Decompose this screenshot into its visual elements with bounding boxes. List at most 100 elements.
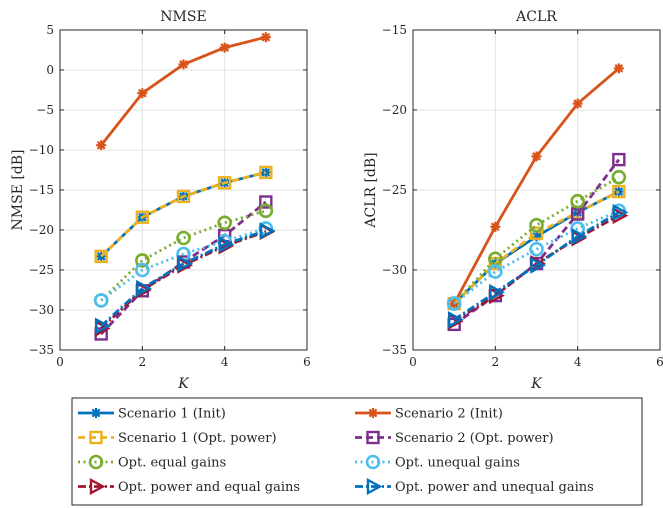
data-point bbox=[137, 88, 148, 99]
y-tick-label: −10 bbox=[29, 143, 54, 157]
legend-label: Scenario 2 (Init) bbox=[395, 407, 503, 422]
legend-label: Opt. power and equal gains bbox=[118, 480, 300, 495]
x-tick-label: 0 bbox=[409, 355, 417, 369]
legend-label: Scenario 1 (Init) bbox=[118, 407, 226, 422]
x-tick-label: 6 bbox=[656, 355, 663, 369]
y-tick-label: 5 bbox=[46, 23, 54, 37]
data-point bbox=[529, 241, 544, 257]
data-point bbox=[219, 42, 230, 53]
y-tick-label: −15 bbox=[382, 23, 407, 37]
data-point bbox=[258, 203, 274, 219]
x-tick-label: 2 bbox=[492, 355, 500, 369]
x-tick-label: 4 bbox=[221, 355, 229, 369]
data-point bbox=[135, 253, 150, 268]
y-axis-label: ACLR [dB] bbox=[363, 152, 379, 228]
y-tick-label: −35 bbox=[29, 343, 54, 357]
legend-entry: Opt. power and unequal gains bbox=[355, 477, 594, 496]
data-point bbox=[93, 293, 109, 308]
data-point bbox=[94, 249, 108, 264]
data-point bbox=[571, 227, 588, 245]
data-point bbox=[260, 32, 271, 43]
data-point bbox=[177, 255, 194, 273]
series-line bbox=[453, 211, 620, 321]
series-line bbox=[100, 200, 267, 335]
legend-label: Opt. power and unequal gains bbox=[395, 480, 594, 495]
data-point bbox=[176, 230, 191, 246]
data-point bbox=[135, 262, 150, 278]
y-tick-label: −20 bbox=[29, 223, 54, 237]
legend-marker bbox=[91, 408, 101, 418]
legend-marker bbox=[366, 430, 380, 445]
legend-marker bbox=[88, 454, 104, 470]
chart-panel-1: 0 2 4 6 5 0 −5 −10 −15 −20 −25 −30 −35 NMSE K NMSE [dB] bbox=[10, 9, 311, 392]
series-3 bbox=[94, 165, 273, 264]
data-point bbox=[259, 195, 273, 209]
data-point bbox=[530, 256, 547, 274]
legend-entry: Opt. power and equal gains bbox=[78, 477, 300, 496]
series-line bbox=[100, 171, 267, 258]
legend-entry: Opt. unequal gains bbox=[355, 454, 520, 471]
x-tick-label: 4 bbox=[574, 355, 582, 369]
series-line bbox=[453, 190, 620, 305]
data-point bbox=[178, 59, 189, 70]
legend-marker bbox=[366, 477, 383, 496]
series-8 bbox=[447, 203, 629, 329]
data-point bbox=[529, 226, 544, 240]
data-point bbox=[96, 140, 107, 151]
legend-label: Scenario 2 (Opt. power) bbox=[395, 431, 554, 446]
chart-title: ACLR bbox=[515, 9, 557, 25]
data-point bbox=[176, 189, 191, 204]
series-8 bbox=[94, 222, 276, 335]
x-axis-label: K bbox=[530, 376, 543, 392]
x-tick-label: 6 bbox=[303, 355, 311, 369]
series-line bbox=[453, 209, 620, 305]
data-point bbox=[529, 217, 544, 233]
data-point bbox=[531, 151, 542, 162]
data-point bbox=[259, 222, 276, 240]
legend-marker bbox=[89, 477, 106, 496]
data-point bbox=[488, 264, 503, 279]
series-line bbox=[453, 175, 620, 305]
data-point bbox=[447, 311, 464, 329]
y-tick-label: −25 bbox=[29, 263, 54, 277]
series-group bbox=[446, 63, 629, 332]
legend-label: Opt. equal gains bbox=[118, 456, 226, 471]
data-point bbox=[217, 215, 232, 231]
x-axis-label: K bbox=[177, 376, 190, 392]
data-point bbox=[570, 193, 585, 209]
x-tick-label: 2 bbox=[139, 355, 147, 369]
data-point bbox=[135, 210, 150, 224]
series-6 bbox=[446, 203, 627, 311]
data-point bbox=[489, 283, 505, 301]
legend-entry: Scenario 1 (Opt. power) bbox=[78, 430, 277, 446]
legend-marker bbox=[368, 408, 378, 418]
legend-entry: Scenario 2 (Init) bbox=[355, 407, 503, 422]
data-point bbox=[572, 98, 583, 109]
y-tick-label: −30 bbox=[29, 303, 54, 317]
data-point bbox=[613, 63, 624, 74]
y-tick-label: −5 bbox=[36, 103, 54, 117]
series-line bbox=[100, 227, 267, 302]
legend-marker bbox=[89, 430, 103, 445]
y-tick-label: −20 bbox=[382, 103, 407, 117]
chart-title: NMSE bbox=[160, 9, 206, 25]
y-tick-label: 0 bbox=[46, 63, 54, 77]
data-point bbox=[612, 203, 629, 221]
legend-label: Scenario 1 (Opt. power) bbox=[118, 431, 277, 446]
y-axis-label: NMSE [dB] bbox=[10, 149, 26, 230]
y-tick-label: −35 bbox=[382, 343, 407, 357]
series-group bbox=[93, 32, 276, 341]
legend-marker bbox=[365, 454, 381, 470]
legend-entry: Opt. equal gains bbox=[78, 454, 226, 471]
x-tick-label: 0 bbox=[56, 355, 64, 369]
data-point bbox=[570, 207, 585, 221]
data-point bbox=[446, 296, 462, 311]
legend: Scenario 1 (Init) Scenario 2 (Init) Scenar… bbox=[71, 397, 643, 506]
data-point bbox=[217, 176, 232, 190]
series-line bbox=[100, 229, 267, 328]
legend-entry: Scenario 1 (Init) bbox=[78, 407, 226, 422]
legend-entry: Scenario 2 (Opt. power) bbox=[355, 430, 554, 446]
y-tick-label: −15 bbox=[29, 183, 54, 197]
data-point bbox=[490, 221, 501, 232]
data-point bbox=[136, 279, 152, 297]
